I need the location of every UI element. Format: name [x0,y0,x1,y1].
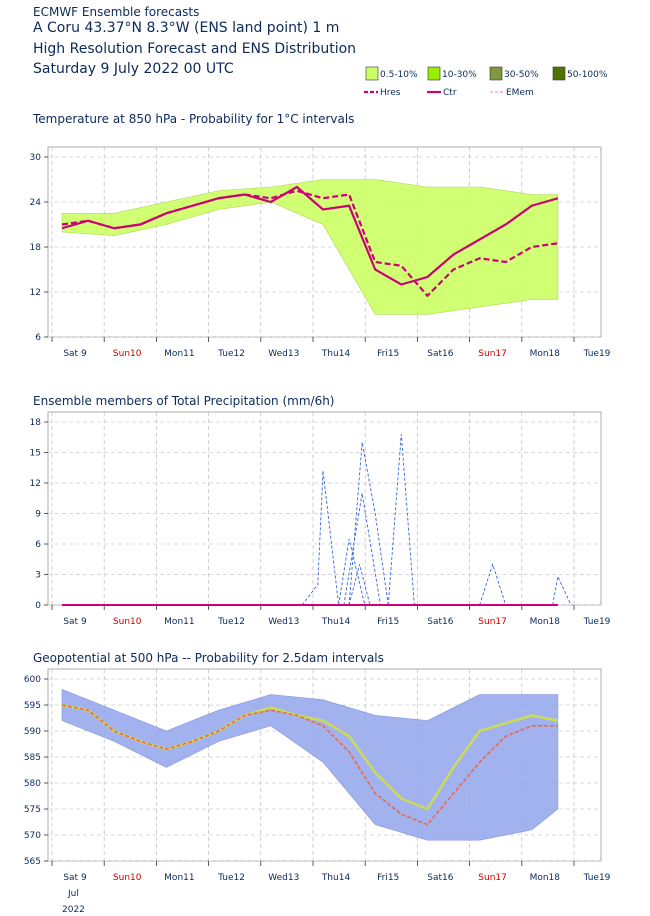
y-tick-label: 12 [30,288,41,298]
x-tick-label: Wed13 [268,349,299,359]
x-tick-label: Thu14 [321,873,351,883]
y-tick-label: 18 [30,243,42,253]
x-tick-label: Sat16 [427,617,453,627]
x-tick-label: Tue12 [217,349,245,359]
y-tick-label: 590 [24,727,41,737]
y-tick-label: 15 [30,449,41,459]
x-tick-label: Mon11 [164,873,194,883]
y-tick-label: 565 [24,857,41,867]
panel-1: 6 12 18 24 30 Sat 9 Sun10 Mon11 Tue12 Wed13 Thu14 F… [30,147,611,359]
x-tick-label: Mon18 [530,349,561,359]
y-tick-label: 585 [24,753,41,763]
x-tick-label: Mon11 [164,349,194,359]
y-tick-label: 3 [35,571,41,581]
y-tick-label: 575 [24,805,41,815]
y-tick-label: 570 [24,831,41,841]
panel-2: 0 3 6 9 12 15 18 Sat 9 Sun10 Mon11 Tue12 Wed13 Thu14… [30,412,611,627]
x-tick-label: Mon18 [530,873,561,883]
x-tick-label: Sun10 [113,873,142,883]
y-tick-label: 0 [35,601,41,611]
x-tick-label: Fri15 [377,873,399,883]
x-tick-label: Sat16 [427,349,453,359]
x-tick-label: Sun10 [113,617,142,627]
y-tick-label: 6 [35,540,41,550]
x-tick-label: Tue12 [217,873,245,883]
x-tick-label: Thu14 [321,617,351,627]
x-tick-label: Wed13 [268,873,299,883]
x-tick-label: Sat 9 [63,617,87,627]
x-tick-label: Wed13 [268,617,299,627]
x-tick-label: Tue19 [583,873,611,883]
x-month-label: Jul [67,889,79,899]
x-tick-label: Tue19 [583,617,611,627]
y-tick-label: 580 [24,779,41,789]
x-year-label: 2022 [62,905,85,915]
x-tick-label: Thu14 [321,349,351,359]
x-tick-label: Tue12 [217,617,245,627]
x-tick-label: Sat 9 [63,873,87,883]
x-tick-label: Sun17 [478,349,507,359]
x-tick-label: Sat 9 [63,349,87,359]
panel-3: 565 570 575 580 585 590 595 600 Sat 9 Sun10 Mon11 T… [24,669,611,883]
x-tick-label: Sun17 [478,617,507,627]
y-tick-label: 24 [30,198,42,208]
y-tick-label: 9 [35,510,41,520]
x-tick-label: Mon18 [530,617,561,627]
y-tick-label: 12 [30,479,41,489]
x-tick-label: Mon11 [164,617,194,627]
y-tick-label: 18 [30,418,42,428]
y-tick-label: 595 [24,701,41,711]
y-tick-label: 30 [30,153,42,163]
x-tick-label: Sun17 [478,873,507,883]
plot-frame [48,412,601,605]
x-tick-label: Fri15 [377,349,399,359]
y-tick-label: 6 [35,333,41,343]
x-tick-label: Sun10 [113,349,142,359]
x-tick-label: Fri15 [377,617,399,627]
x-tick-label: Tue19 [583,349,611,359]
x-tick-label: Sat16 [427,873,453,883]
y-tick-label: 600 [24,675,41,685]
